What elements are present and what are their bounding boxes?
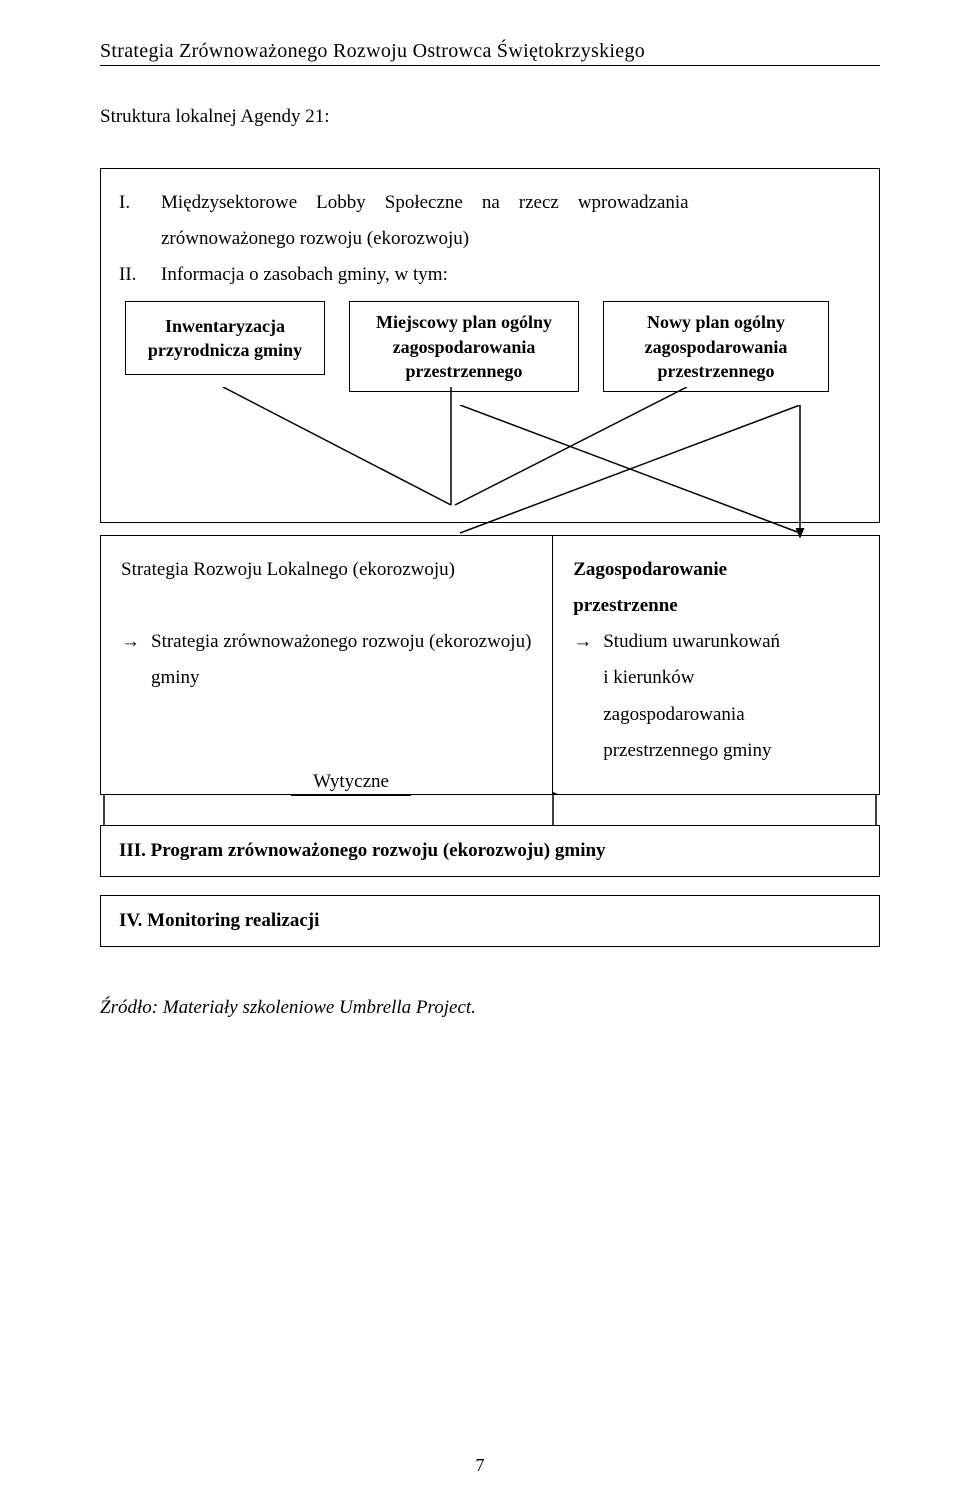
subtitle: Struktura lokalnej Agendy 21: — [100, 106, 880, 128]
tb2-l2: zagospodarowania — [393, 337, 536, 357]
s1w: rzecz — [519, 192, 559, 213]
s1w: wprowadzania — [578, 192, 689, 213]
tb3-l1: Nowy plan ogólny — [647, 312, 785, 332]
s1w: Społeczne — [385, 192, 463, 213]
strategy-box: Strategia Rozwoju Lokalnego (ekorozwoju)… — [100, 535, 880, 795]
arrow-right-icon: → — [573, 624, 603, 660]
section-3-box: III. Program zrównoważonego rozwoju (eko… — [100, 825, 880, 877]
converge-lines-svg — [111, 387, 851, 527]
tb3-l3: przestrzennego — [658, 361, 775, 381]
s1w: Lobby — [316, 192, 366, 213]
box-miejscowy-plan: Miejscowy plan ogólny zagospodarowania p… — [349, 301, 579, 392]
s1w: Międzysektorowe — [161, 192, 297, 213]
tb2-l3: przestrzennego — [406, 361, 523, 381]
connector-bar — [100, 795, 880, 825]
wytyczne-label: Wytyczne — [291, 771, 411, 793]
zagosp-bullet-l2: i kierunków — [603, 660, 863, 696]
section-1-line2: zrównoważonego rozwoju (ekorozwoju) — [161, 228, 469, 249]
zagosp-bullet: → Studium uwarunkowań — [573, 624, 863, 660]
box-inwentaryzacja: Inwentaryzacja przyrodnicza gminy — [125, 301, 325, 375]
zagosp-bullet-l1: Studium uwarunkowań — [603, 624, 780, 660]
section-4-box: IV. Monitoring realizacji — [100, 895, 880, 947]
section-1-2-box: I. Międzysektorowe Lobby Społeczne na rz… — [100, 168, 880, 523]
connector-svg — [100, 795, 880, 825]
tb1-l2: przyrodnicza gminy — [148, 340, 302, 360]
box-nowy-plan: Nowy plan ogólny zagospodarowania przest… — [603, 301, 829, 392]
s1w: na — [482, 192, 500, 213]
tb3-l2: zagospodarowania — [645, 337, 788, 357]
arrow-right-icon: → — [121, 624, 151, 660]
section-2-title: Informacja o zasobach gminy, w tym: — [161, 257, 861, 293]
section-1-number: I. — [119, 185, 161, 257]
zagosp-bullet-l3: zagospodarowania — [603, 697, 863, 733]
page-number: 7 — [0, 1455, 960, 1476]
strategy-bullet: → Strategia zrównoważonego rozwoju (ekor… — [121, 624, 536, 660]
tb2-l1: Miejscowy plan ogólny — [376, 312, 552, 332]
zagosp-bullet-l4: przestrzennego gminy — [603, 733, 863, 769]
source-citation: Źródło: Materiały szkoleniowe Umbrella P… — [100, 997, 880, 1019]
wytyczne-label-wrap: Wytyczne — [291, 771, 411, 796]
section-2-number: II. — [119, 257, 161, 293]
strategy-heading: Strategia Rozwoju Lokalnego (ekorozwoju) — [121, 552, 536, 588]
section-1-text: Międzysektorowe Lobby Społeczne na rzecz… — [161, 185, 861, 257]
zagosp-right-col: Zagospodarowanie przestrzenne → Studium … — [552, 536, 879, 794]
zagosp-sub: przestrzenne — [573, 588, 863, 624]
strategy-left-col: Strategia Rozwoju Lokalnego (ekorozwoju)… — [101, 536, 552, 794]
strategy-bullet-l2: gminy — [151, 660, 536, 696]
zagosp-heading: Zagospodarowanie — [573, 552, 863, 588]
tb1-l1: Inwentaryzacja — [165, 316, 285, 336]
three-sub-boxes: Inwentaryzacja przyrodnicza gminy Miejsc… — [125, 301, 861, 392]
strategy-bullet-l1: Strategia zrównoważonego rozwoju (ekoroz… — [151, 624, 531, 660]
running-header: Strategia Zrównoważonego Rozwoju Ostrowc… — [100, 40, 880, 66]
